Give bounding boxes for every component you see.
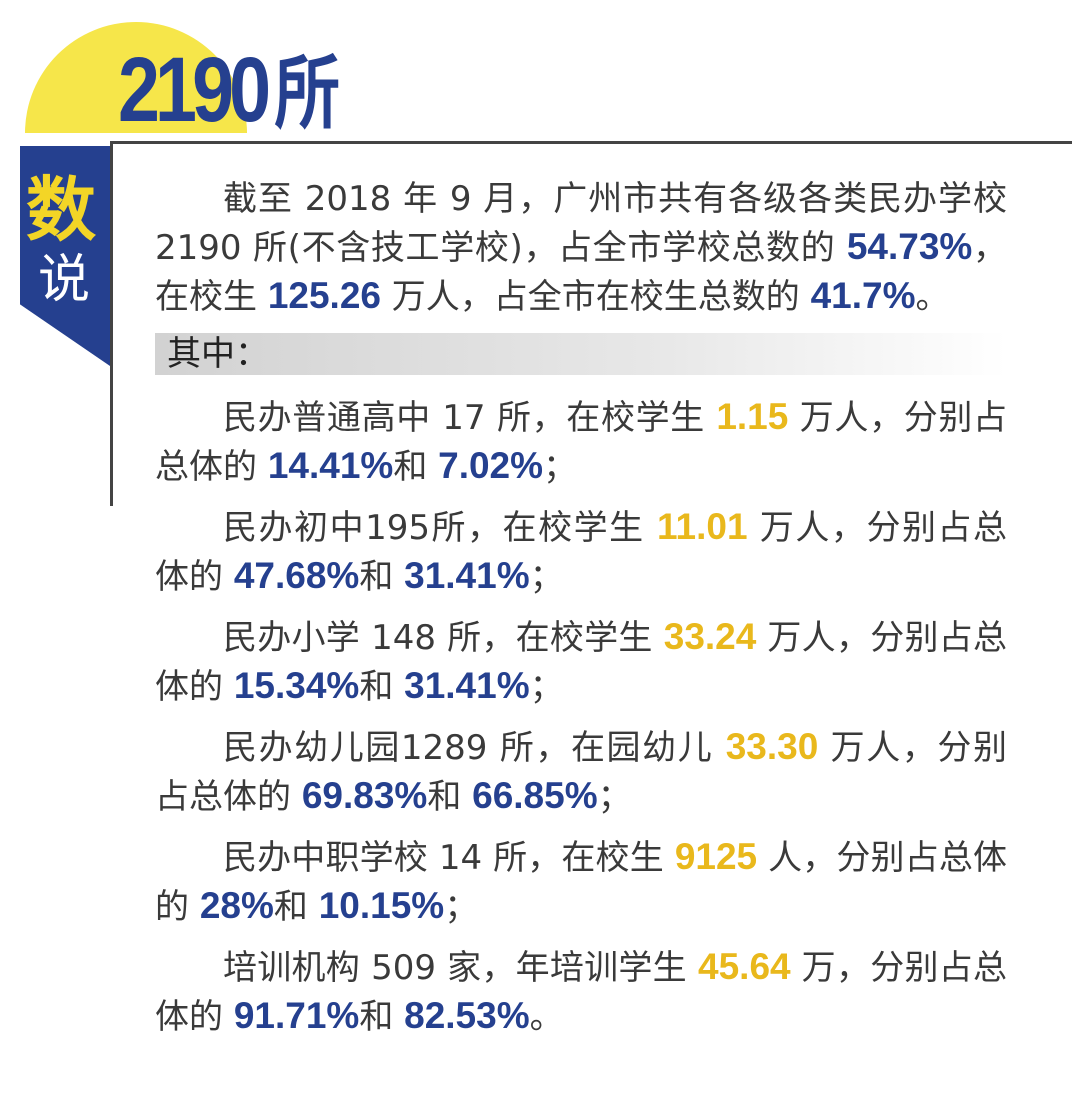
stat-percent: 14.41% — [267, 445, 394, 486]
stat-percent: 69.83% — [301, 775, 428, 816]
stat-count: 11.01 — [656, 506, 748, 547]
stat-count: 45.64 — [698, 946, 791, 987]
text-segment: 和 — [359, 997, 405, 1037]
headline-number: 2190 — [118, 39, 271, 141]
text-segment: 和 — [359, 667, 405, 707]
stat-count: 33.30 — [725, 726, 819, 767]
text-segment: ； — [529, 557, 564, 597]
stat-percent: 47.68% — [233, 555, 360, 596]
text-segment: 民办普通高中 17 所，在校学生 — [223, 398, 717, 438]
stat-count: 33.24 — [663, 616, 757, 657]
text-segment: 截至 2018 年 9 月，广州市共有各级各类民办学校 2190 所(不含技工学… — [155, 179, 1007, 268]
divider-vertical — [110, 141, 113, 506]
stat-count: 9125 — [674, 836, 758, 877]
headline-unit: 所 — [274, 49, 340, 138]
text-segment: 和 — [359, 557, 405, 597]
stat-percent: 82.53% — [404, 995, 530, 1036]
intro-paragraph: 截至 2018 年 9 月，广州市共有各级各类民办学校 2190 所(不含技工学… — [155, 175, 1007, 321]
text-segment: ，在校生 — [155, 228, 1008, 317]
article-body: 截至 2018 年 9 月，广州市共有各级各类民办学校 2190 所(不含技工学… — [155, 175, 1007, 1053]
text-segment: ； — [543, 447, 578, 487]
stat-percent: 31.41% — [404, 665, 530, 706]
text-segment: ； — [597, 777, 632, 817]
item-list: 民办普通高中 17 所，在校学生 1.15 万人，分别占总体的 14.41%和 … — [155, 393, 1007, 1041]
text-segment: 和 — [427, 777, 473, 817]
divider-horizontal — [112, 141, 1072, 144]
text-segment: ； — [529, 667, 564, 707]
text-segment: 培训机构 509 家，年培训学生 — [223, 948, 699, 988]
stat-count: 1.15 — [716, 396, 789, 437]
text-segment: 万人，占全市在校生总数的 — [380, 277, 811, 317]
stat-percent: 15.34% — [233, 665, 360, 706]
text-segment: 民办小学 148 所，在校学生 — [223, 618, 664, 658]
list-item: 民办初中195所，在校学生 11.01 万人，分别占总体的 47.68%和 31… — [155, 503, 1007, 601]
section-label: 其中： — [155, 333, 1007, 375]
ribbon-char-2: 说 — [38, 250, 91, 310]
stat-percent: 28% — [199, 885, 274, 926]
stat-percent: 31.41% — [404, 555, 530, 596]
text-segment: 万人，分别占总体的 — [155, 398, 1008, 487]
stat-percent: 54.73% — [846, 226, 973, 267]
text-segment: 万人，分别占总体的 — [155, 618, 1007, 707]
ribbon-char-1: 数 — [26, 169, 96, 251]
text-segment: 万人，分别占总体的 — [155, 728, 1007, 817]
text-segment: 民办初中195所，在校学生 — [223, 508, 657, 548]
stat-percent: 7.02% — [438, 445, 544, 486]
stat-percent: 125.26 — [267, 275, 381, 316]
stat-percent: 10.15% — [318, 885, 445, 926]
stat-percent: 91.71% — [233, 995, 360, 1036]
text-segment: 人，分别占总体的 — [155, 838, 1007, 927]
list-item: 民办普通高中 17 所，在校学生 1.15 万人，分别占总体的 14.41%和 … — [155, 393, 1007, 491]
text-segment: 民办中职学校 14 所，在校生 — [223, 838, 675, 878]
text-segment: 民办幼儿园1289 所，在园幼儿 — [223, 728, 726, 768]
text-segment: ； — [444, 887, 479, 927]
list-item: 民办小学 148 所，在校学生 33.24 万人，分别占总体的 15.34%和 … — [155, 613, 1007, 711]
stat-percent: 66.85% — [472, 775, 598, 816]
stat-percent: 41.7% — [810, 275, 916, 316]
headline: 2190 所 — [118, 40, 340, 144]
text-segment: 。 — [529, 997, 564, 1037]
text-segment: 。 — [915, 277, 950, 317]
list-item: 民办中职学校 14 所，在校生 9125 人，分别占总体的 28%和 10.15… — [155, 833, 1007, 931]
text-segment: 和 — [393, 447, 439, 487]
text-segment: 和 — [273, 887, 319, 927]
text-segment: 万人，分别占总体的 — [155, 508, 1008, 597]
text-segment: 万，分别占总体的 — [155, 948, 1007, 1037]
list-item: 培训机构 509 家，年培训学生 45.64 万，分别占总体的 91.71%和 … — [155, 943, 1007, 1041]
list-item: 民办幼儿园1289 所，在园幼儿 33.30 万人，分别占总体的 69.83%和… — [155, 723, 1007, 821]
